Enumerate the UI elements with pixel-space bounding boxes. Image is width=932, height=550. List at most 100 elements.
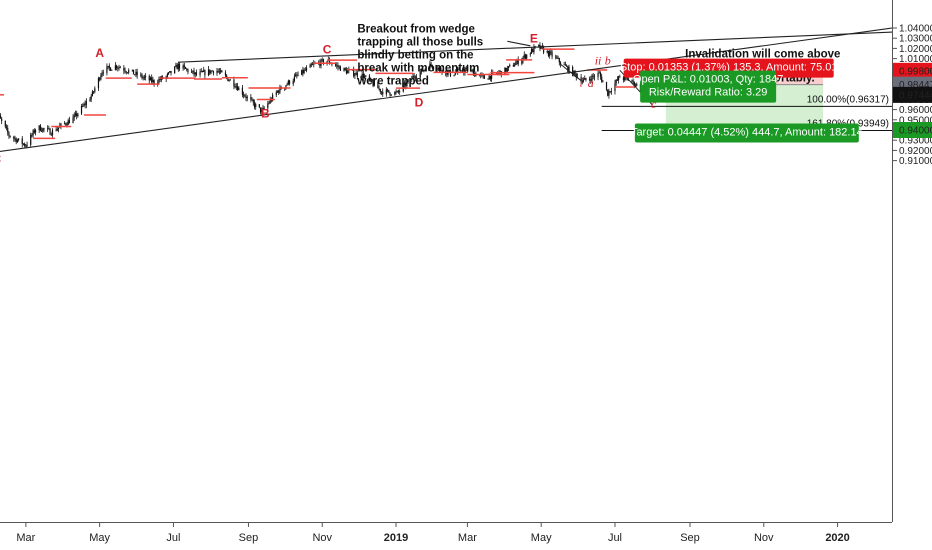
candle	[100, 73, 102, 81]
candle-body	[255, 104, 257, 108]
candle	[250, 94, 252, 103]
candle	[480, 72, 482, 79]
wedge-trendlines[interactable]	[0, 27, 893, 153]
candle	[616, 76, 619, 82]
candle	[7, 124, 9, 136]
candle-body	[529, 53, 531, 55]
candle-body	[76, 113, 78, 117]
candle-body	[338, 66, 340, 68]
candle-body	[483, 75, 485, 79]
trendline	[0, 27, 893, 153]
candle	[199, 68, 201, 78]
price-tick-label: 1.01000	[899, 54, 932, 65]
candle-body	[18, 138, 20, 141]
candle-body	[515, 62, 517, 66]
price-axis[interactable]: 1.040001.030001.020001.010001.000000.990…	[892, 0, 932, 550]
candle-body	[592, 75, 594, 77]
candle	[432, 66, 435, 72]
candle	[356, 70, 358, 80]
candle-body	[431, 65, 433, 68]
candle	[261, 107, 263, 116]
candle-body	[584, 78, 586, 80]
price-tick-label: 0.96000	[899, 105, 932, 116]
candle	[111, 69, 113, 71]
candle-body	[311, 64, 314, 66]
candle	[14, 135, 16, 142]
candle	[345, 67, 348, 75]
candle-body	[80, 106, 83, 114]
candle-body	[533, 46, 535, 53]
candle	[31, 133, 33, 138]
position-labels: Stop: 0.01353 (1.37%) 135.3, Amount: 75.…	[620, 58, 863, 143]
candle	[48, 125, 50, 130]
candle-body	[101, 72, 103, 76]
candle	[50, 132, 52, 136]
candle	[380, 91, 383, 95]
candle	[429, 60, 431, 70]
candle	[176, 63, 178, 70]
candle-body	[472, 70, 475, 76]
candle-body	[339, 66, 341, 71]
candle	[141, 73, 143, 80]
candle-body	[395, 91, 397, 93]
candle	[399, 89, 401, 95]
candle-body	[276, 90, 279, 93]
candle	[590, 75, 592, 84]
candle	[337, 62, 339, 71]
candle-body	[221, 70, 223, 73]
time-tick-label: Mar	[16, 532, 35, 544]
candle-body	[60, 123, 62, 126]
candle-body	[190, 71, 193, 73]
candle-body	[497, 73, 499, 74]
candle-body	[412, 75, 414, 79]
candle-body	[89, 99, 91, 102]
candle	[490, 69, 493, 82]
candle-body	[457, 69, 459, 73]
candle	[311, 61, 314, 66]
candle	[169, 71, 171, 73]
candle-body	[236, 86, 239, 91]
candle	[51, 128, 54, 138]
candle-body	[368, 75, 371, 80]
candle	[565, 64, 568, 68]
candle	[26, 141, 28, 148]
candle	[414, 75, 416, 82]
candle-body	[458, 69, 460, 70]
candle	[124, 67, 126, 74]
candle-body	[7, 128, 9, 133]
candle	[22, 143, 25, 146]
candle-body	[186, 68, 188, 70]
candle	[235, 83, 237, 91]
candle-body	[226, 75, 228, 78]
candle	[233, 76, 235, 90]
candle	[132, 69, 135, 75]
candle-body	[499, 71, 501, 73]
time-axis[interactable]: Mar May Jul Sep Nov 2019 Mar May Jul Sep Nov 2020	[0, 522, 892, 544]
candle	[21, 136, 23, 148]
candle-body	[90, 95, 92, 100]
candle-body	[48, 128, 50, 130]
candle	[117, 66, 119, 72]
candle-body	[25, 145, 27, 147]
candle-body	[199, 71, 201, 75]
candle-body	[158, 79, 160, 83]
price-tag-bg	[893, 122, 932, 138]
candle-body	[141, 74, 143, 78]
candle-body	[372, 82, 374, 87]
candle-body	[362, 73, 364, 79]
candle	[244, 93, 246, 98]
candle	[530, 47, 533, 54]
candle	[76, 110, 78, 120]
candle-body	[99, 78, 101, 80]
candle-body	[564, 64, 566, 66]
candle-body	[415, 77, 418, 79]
price-tick-label: 0.91000	[899, 156, 932, 167]
candle	[47, 125, 49, 133]
candle-body	[245, 96, 247, 99]
candle-body	[9, 135, 11, 137]
candle	[236, 82, 239, 91]
candle	[210, 70, 212, 75]
candle	[82, 103, 84, 108]
candle-body	[84, 103, 86, 105]
